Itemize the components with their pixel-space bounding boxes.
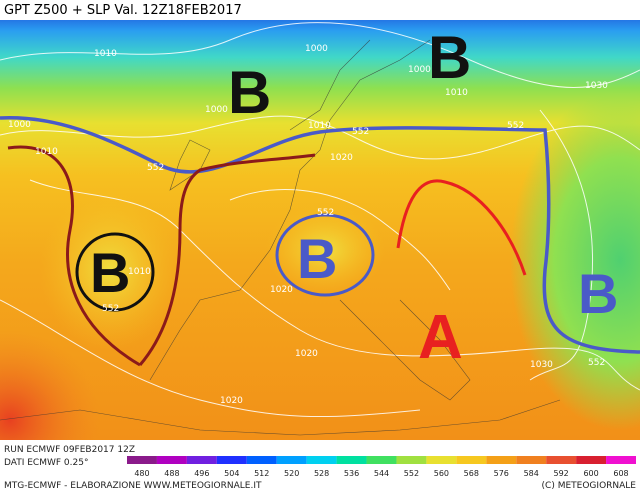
pressure-system: B xyxy=(297,227,337,290)
low-ring xyxy=(275,213,375,297)
colorbar-swatch xyxy=(246,456,277,464)
contour-label: 552 xyxy=(102,304,119,314)
pressure-label: 1000 xyxy=(408,65,431,75)
pressure-system: B xyxy=(90,241,130,304)
colorbar-label: 584 xyxy=(524,469,539,478)
colorbar-swatch xyxy=(456,456,487,464)
credit: MTG-ECMWF - ELABORAZIONE WWW.METEOGIORNA… xyxy=(4,481,262,491)
title: GPT Z500 + SLP Val. 12Z18FEB2017 xyxy=(4,3,242,18)
colorbar-swatch xyxy=(396,456,427,464)
colorbar-label: 520 xyxy=(284,469,299,478)
contour-label: 552 xyxy=(507,121,524,131)
pressure-system: B xyxy=(228,59,271,126)
colorbar-label: 536 xyxy=(344,469,359,478)
pressure-system: B xyxy=(428,24,471,91)
colorbar-label: 560 xyxy=(434,469,449,478)
coastlines xyxy=(0,39,561,436)
pressure-label: 1020 xyxy=(220,396,243,406)
isobars xyxy=(0,22,640,418)
contour-label: 552 xyxy=(588,358,605,368)
pressure-label: 1010 xyxy=(128,267,151,277)
pressure-label: 1010 xyxy=(94,49,117,59)
colorbar-label: 504 xyxy=(224,469,239,478)
low-ring xyxy=(75,232,155,312)
colorbar-swatch xyxy=(366,456,397,464)
pressure-label: 1020 xyxy=(295,349,318,359)
pressure-label: 1000 xyxy=(205,105,228,115)
pressure-label: 1000 xyxy=(305,44,328,54)
colorbar: 480 488 496 504 512 520 528 536 544 552 560 568 576 5… xyxy=(127,456,636,478)
pressure-label: 1010 xyxy=(308,121,331,131)
colorbar-swatch xyxy=(186,456,217,464)
colorbar-swatch xyxy=(216,456,247,464)
field-blob xyxy=(40,190,180,350)
colorbar-label: 568 xyxy=(464,469,479,478)
copyright: (C) METEOGIORNALE xyxy=(542,481,637,491)
colorbar-label: 480 xyxy=(134,469,149,478)
colorbar-label: 552 xyxy=(404,469,419,478)
colorbar-swatch xyxy=(606,456,636,464)
pressure-label: 1030 xyxy=(530,360,553,370)
contour-label: 552 xyxy=(352,127,369,137)
colorbar-swatch xyxy=(156,456,187,464)
trough-axis xyxy=(7,145,316,367)
colorbar-swatch xyxy=(486,456,517,464)
colorbar-swatch xyxy=(276,456,307,464)
colorbar-swatch xyxy=(127,456,157,464)
colorbar-swatch xyxy=(546,456,577,464)
colorbar-label: 488 xyxy=(164,469,179,478)
contour-label: 552 xyxy=(317,208,334,218)
field-blob xyxy=(510,90,640,430)
colorbar-swatch xyxy=(516,456,547,464)
field-blob xyxy=(265,205,385,295)
pressure-label: 1020 xyxy=(270,285,293,295)
pressure-label: 1010 xyxy=(445,88,468,98)
pressure-label: 1030 xyxy=(585,81,608,91)
pressure-label: 1020 xyxy=(330,153,353,163)
pressure-label: 1000 xyxy=(8,120,31,130)
colorbar-label: 512 xyxy=(254,469,269,478)
data-info: DATI ECMWF 0.25° xyxy=(4,458,88,468)
run-info: RUN ECMWF 09FEB2017 12Z xyxy=(4,445,135,455)
colorbar-swatch xyxy=(306,456,337,464)
colorbar-label: 576 xyxy=(494,469,509,478)
colorbar-label: 600 xyxy=(583,469,598,478)
footer xyxy=(0,440,640,493)
colorbar-label: 608 xyxy=(613,469,628,478)
pressure-system: A xyxy=(418,303,463,372)
colorbar-label: 528 xyxy=(314,469,329,478)
colorbar-swatch xyxy=(576,456,607,464)
colorbar-label: 544 xyxy=(374,469,389,478)
ridge-axis xyxy=(396,179,527,276)
colorbar-swatch xyxy=(336,456,367,464)
title-bar xyxy=(0,0,640,20)
colorbar-label: 592 xyxy=(554,469,569,478)
colorbar-swatch xyxy=(426,456,457,464)
colorbar-label: 496 xyxy=(194,469,209,478)
pressure-label: 1010 xyxy=(35,147,58,157)
contour-label: 552 xyxy=(147,163,164,173)
contour-552 xyxy=(0,116,640,354)
pressure-system: B xyxy=(578,262,618,325)
